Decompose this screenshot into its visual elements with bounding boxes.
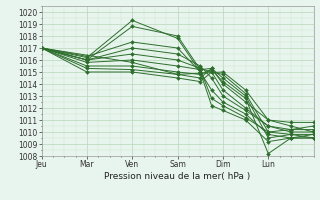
X-axis label: Pression niveau de la mer( hPa ): Pression niveau de la mer( hPa ) <box>104 172 251 181</box>
